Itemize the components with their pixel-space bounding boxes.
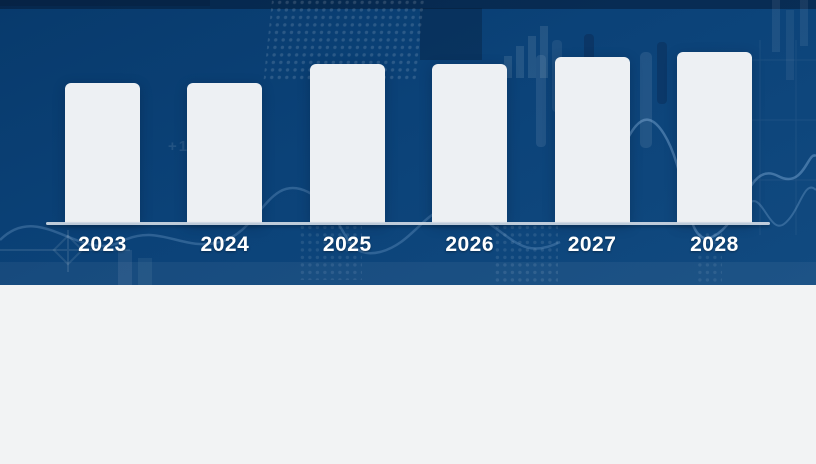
bar-2025 [309,64,385,223]
bar-2023 [65,83,140,223]
bar-2024 [187,83,263,223]
year-label-2025: 2025 [322,233,372,256]
year-label-2028: 2028 [690,233,739,256]
bar-2028 [676,52,752,223]
year-label-2023: 2023 [78,233,127,256]
x-axis-line [46,222,770,225]
bar-2026 [432,64,508,223]
year-label-2024: 2024 [200,233,250,256]
x-axis-labels-row: 2023 2024 2025 2026 2027 2028 [65,233,752,257]
year-label-2026: 2026 [445,233,495,256]
bar-2027 [554,57,630,223]
bars-row [65,0,752,223]
stats-panel: 8.08% CAGR (2023-2028) $ [0,285,816,464]
year-label-2027: 2027 [567,233,617,256]
